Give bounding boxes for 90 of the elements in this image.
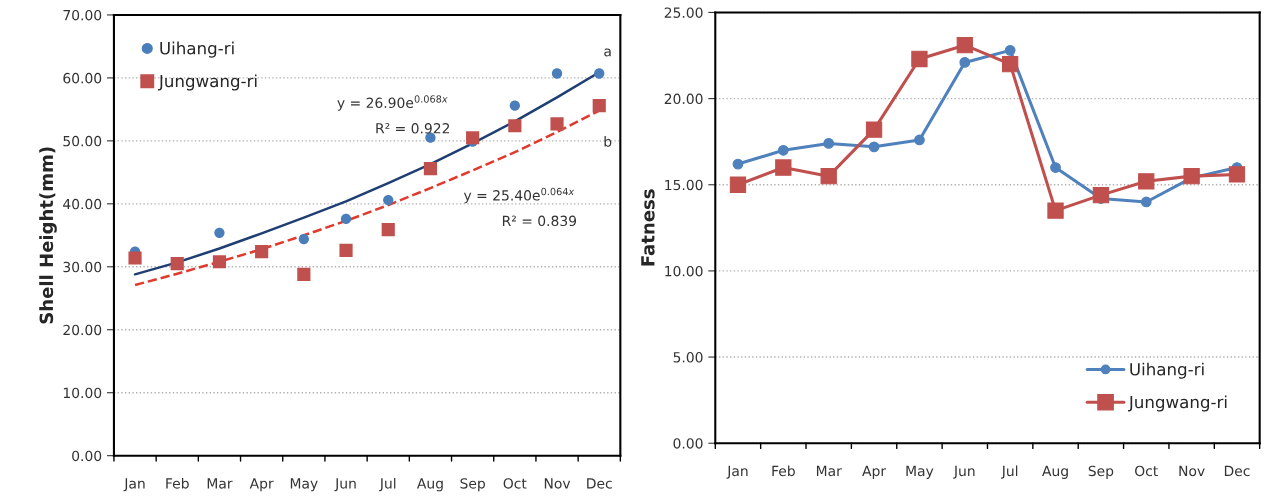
- point: [1004, 44, 1016, 56]
- annotation: y = 26.90e$^{0.068x}$: [337, 95, 448, 111]
- point: [823, 138, 835, 149]
- y-tick-label: 50.00: [63, 135, 102, 147]
- point: [339, 243, 353, 257]
- x-tick-label: Jun: [953, 465, 975, 479]
- x-tick-label: Nov: [1179, 465, 1205, 477]
- point: [551, 68, 563, 79]
- point: [820, 167, 837, 185]
- y-tick-label: 0.00: [673, 438, 703, 449]
- point: [868, 141, 880, 153]
- x-tick-label: Jul: [379, 477, 396, 492]
- point: [214, 227, 225, 238]
- point: [594, 68, 605, 79]
- point: [1092, 186, 1110, 204]
- legend-label: Jungwang-ri: [1128, 395, 1227, 412]
- x-tick-label: Jul: [1001, 465, 1018, 479]
- point: [1138, 173, 1155, 190]
- point: [732, 158, 744, 170]
- annotation: b: [604, 136, 612, 147]
- point: [550, 117, 564, 131]
- annotation: R² = 0.922: [376, 123, 450, 134]
- point: [914, 134, 925, 146]
- point: [777, 144, 789, 156]
- point: [1002, 55, 1019, 73]
- x-tick-label: Jan: [123, 478, 145, 492]
- x-tick-label: Mar: [816, 465, 842, 477]
- y-tick-label: 20.00: [664, 93, 703, 105]
- point: [255, 245, 269, 259]
- y-tick-label: 0.00: [72, 450, 102, 462]
- x-tick-label: Aug: [1042, 465, 1068, 479]
- x-tick-label: Mar: [207, 478, 233, 489]
- y-tick-label: 10.00: [665, 265, 703, 277]
- y-tick-label: 60.00: [63, 72, 102, 84]
- legend-label: Uihang-ri: [160, 41, 234, 58]
- point: [592, 99, 606, 113]
- point: [128, 251, 142, 265]
- point: [775, 159, 792, 176]
- y-tick-label: 40.00: [63, 198, 102, 210]
- y-tick-label: 10.00: [63, 387, 102, 399]
- x-tick-label: Sep: [460, 478, 485, 492]
- y-tick-label: 25.00: [664, 7, 703, 18]
- point: [865, 121, 883, 138]
- point: [297, 267, 311, 281]
- point: [911, 50, 928, 68]
- x-tick-label: Nov: [544, 478, 571, 489]
- y-axis-title: Shell Height(mm): [39, 147, 57, 324]
- point: [381, 223, 395, 237]
- legend-label: Jungwang-ri: [158, 74, 257, 91]
- x-tick-label: Oct: [503, 478, 527, 489]
- x-tick-label: Dec: [1224, 465, 1250, 477]
- point: [1140, 196, 1152, 208]
- point: [959, 57, 971, 68]
- y-tick-label: 70.00: [63, 9, 102, 21]
- y-tick-label: 5.00: [673, 352, 703, 363]
- x-tick-label: Jun: [334, 478, 356, 492]
- x-tick-label: Apr: [862, 465, 887, 479]
- x-tick-label: Sep: [1088, 465, 1114, 479]
- point: [1183, 167, 1200, 185]
- x-tick-label: Jan: [726, 465, 748, 479]
- point: [956, 37, 973, 54]
- x-tick-label: Oct: [1135, 465, 1158, 477]
- x-tick-label: Aug: [416, 478, 443, 492]
- annotation: y = 25.40e$^{0.064x}$: [463, 187, 575, 204]
- point: [298, 233, 309, 245]
- point: [729, 176, 747, 193]
- x-tick-label: May: [290, 478, 318, 492]
- point: [383, 194, 394, 206]
- x-tick-label: Apr: [249, 478, 274, 492]
- annotation: a: [604, 48, 611, 57]
- point: [509, 100, 520, 111]
- point: [1047, 202, 1064, 219]
- point: [212, 255, 227, 269]
- x-tick-label: Feb: [772, 465, 795, 477]
- point: [1050, 162, 1061, 173]
- x-tick-label: Feb: [166, 477, 189, 489]
- x-tick-label: May: [906, 465, 934, 479]
- point: [508, 119, 522, 133]
- point: [1228, 166, 1246, 183]
- point: [340, 213, 352, 225]
- annotation: R² = 0.839: [502, 215, 577, 227]
- y-tick-label: 15.00: [665, 179, 703, 191]
- point: [423, 161, 438, 176]
- point: [466, 131, 480, 145]
- point: [170, 257, 184, 271]
- y-tick-label: 20.00: [63, 324, 102, 336]
- legend-label: Uihang-ri: [1130, 362, 1204, 379]
- x-tick-label: Dec: [587, 478, 612, 489]
- y-axis-title: Fatness: [641, 189, 655, 266]
- y-tick-label: 30.00: [63, 261, 102, 273]
